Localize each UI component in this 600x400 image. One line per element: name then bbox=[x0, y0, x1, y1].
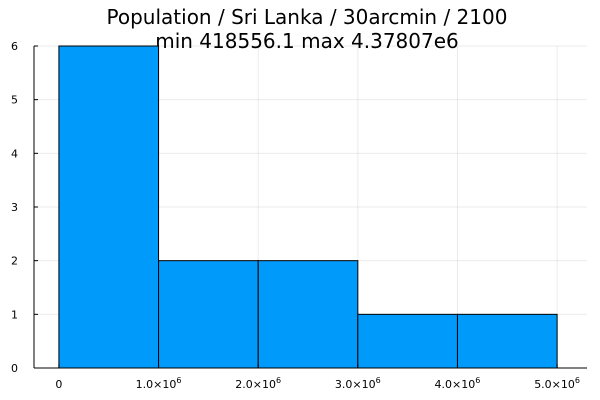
y-tick-label: 1 bbox=[11, 308, 18, 321]
x-tick-label: 1.0×106 bbox=[136, 376, 182, 391]
y-axis-ticks: 0 1 2 3 4 5 6 bbox=[11, 40, 38, 375]
y-tick-label: 0 bbox=[11, 362, 18, 375]
histogram-bar bbox=[357, 313, 458, 369]
histogram-bar bbox=[257, 260, 359, 369]
histogram-bar bbox=[456, 313, 558, 369]
x-axis-ticks: 0 1.0×106 2.0×106 3.0×106 4.0×106 5.0×106 bbox=[55, 364, 580, 391]
y-tick-label: 6 bbox=[11, 40, 18, 53]
x-tick-label: 2.0×106 bbox=[235, 376, 281, 391]
y-tick-label: 5 bbox=[11, 94, 18, 107]
x-tick-label: 5.0×106 bbox=[534, 376, 580, 391]
x-tick-label: 4.0×106 bbox=[435, 376, 481, 391]
y-tick-label: 3 bbox=[11, 201, 18, 214]
chart-title: Population / Sri Lanka / 30arcmin / 2100 bbox=[107, 5, 508, 29]
y-tick-label: 4 bbox=[11, 147, 18, 160]
chart-subtitle: min 418556.1 max 4.37807e6 bbox=[155, 29, 459, 53]
histogram-bar bbox=[58, 45, 160, 369]
histogram-bar bbox=[158, 260, 259, 369]
y-tick-label: 2 bbox=[11, 255, 18, 268]
bars bbox=[58, 45, 558, 369]
x-tick-label: 3.0×106 bbox=[335, 376, 381, 391]
x-tick-label: 0 bbox=[55, 378, 62, 391]
